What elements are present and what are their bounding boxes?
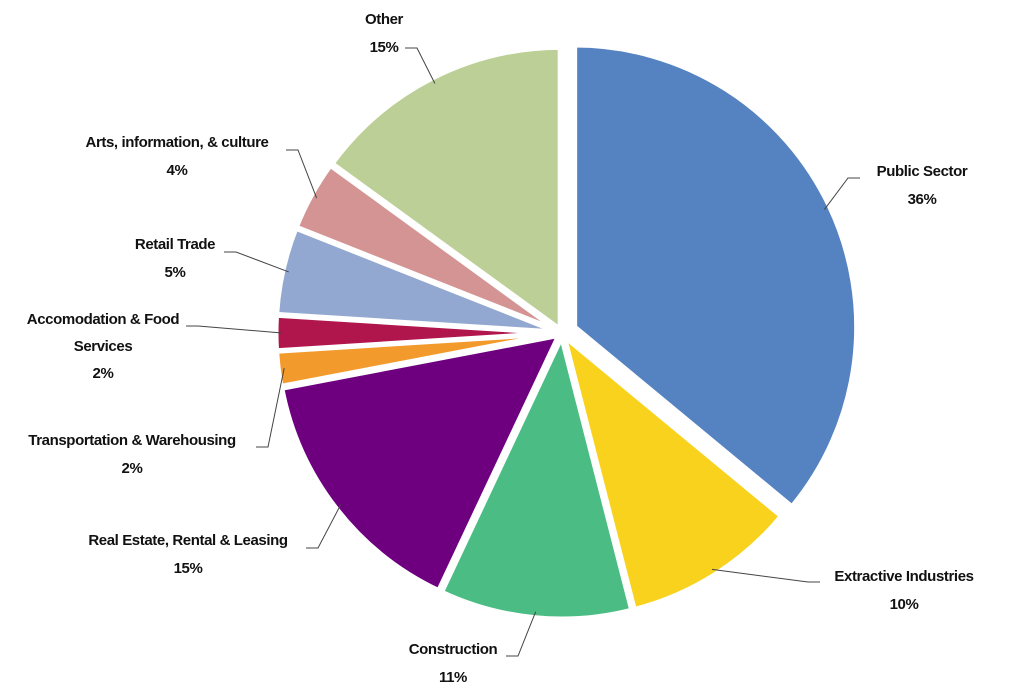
value-label: 15% — [369, 39, 399, 56]
leader-line — [823, 177, 860, 210]
leader-line — [186, 325, 283, 334]
value-label: 10% — [889, 596, 919, 613]
leader-line — [506, 611, 537, 657]
category-label: Retail Trade — [134, 236, 216, 253]
slice-label: Retail Trade 5% — [134, 231, 216, 287]
category-label: Construction — [408, 641, 498, 658]
category-label: Arts, information, & culture — [85, 134, 269, 151]
value-label: 2% — [92, 365, 114, 382]
pie-slice — [279, 332, 562, 594]
leader-line — [711, 568, 820, 583]
slice-label: Arts, information, & culture 4% — [86, 129, 269, 185]
category-label: Other — [364, 11, 404, 28]
leader-line — [405, 47, 436, 84]
category-label: Extractive Industries — [834, 568, 974, 585]
pie-slice — [561, 333, 784, 613]
value-label: 15% — [173, 560, 203, 577]
value-label: 36% — [907, 191, 937, 208]
category-label: Accomodation & Food Services — [26, 311, 180, 355]
slice-label: Extractive Industries 10% — [834, 563, 974, 619]
value-label: 2% — [121, 460, 143, 477]
slice-label: Accomodation & Food Services 2% — [16, 306, 191, 388]
slice-label: Transportation & Warehousing 2% — [28, 427, 236, 483]
pie-slice — [572, 42, 860, 510]
value-label: 4% — [166, 162, 188, 179]
category-label: Real Estate, Rental & Leasing — [88, 532, 288, 549]
slice-label: Other 15% — [365, 6, 403, 62]
value-label: 5% — [164, 264, 186, 281]
leader-line — [286, 149, 318, 199]
slice-label: Construction 11% — [409, 636, 498, 692]
leader-line — [256, 367, 285, 448]
category-label: Transportation & Warehousing — [28, 432, 236, 449]
pie-slice — [439, 334, 635, 622]
slice-label: Real Estate, Rental & Leasing 15% — [88, 527, 288, 583]
leader-line — [306, 504, 342, 549]
value-label: 11% — [439, 669, 467, 686]
leader-line — [224, 251, 289, 273]
slice-label: Public Sector 36% — [877, 158, 968, 214]
category-label: Public Sector — [876, 163, 968, 180]
